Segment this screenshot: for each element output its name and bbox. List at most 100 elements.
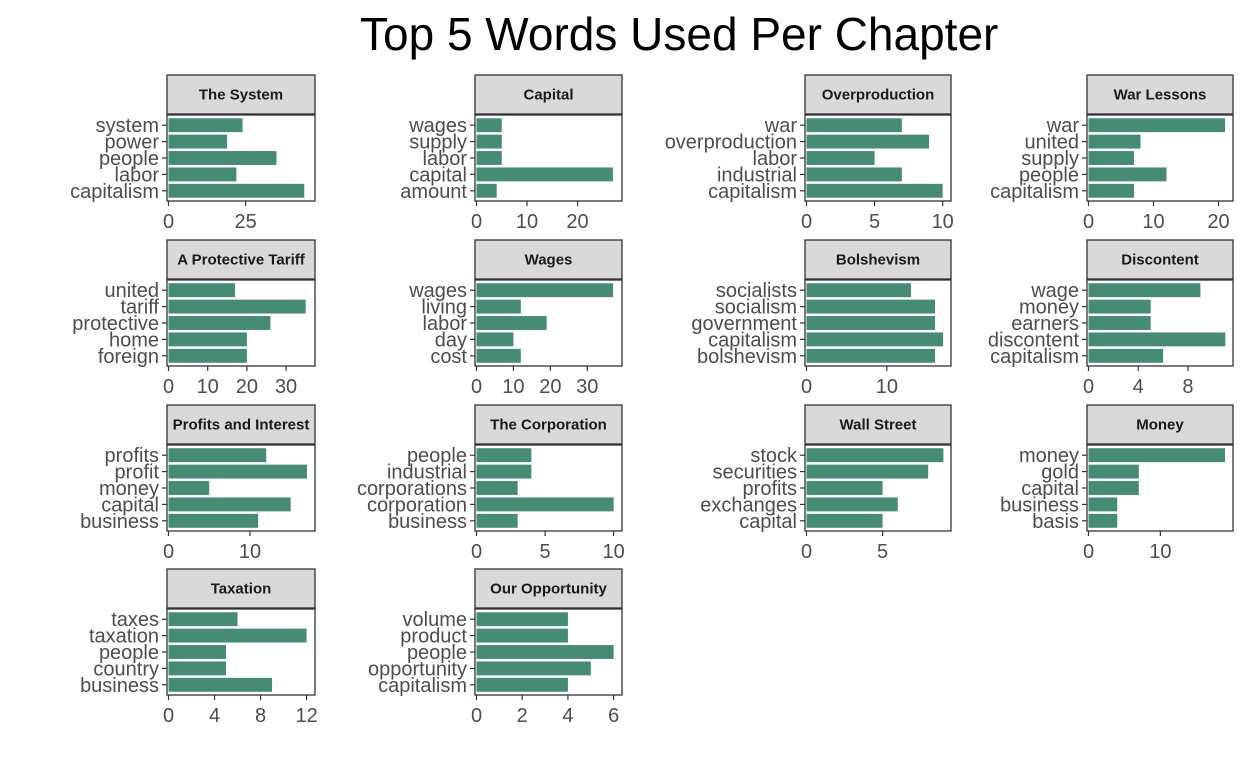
facet-strip xyxy=(474,239,623,280)
word-label: product xyxy=(400,626,467,648)
bar xyxy=(476,283,614,298)
x-tick-label: 5 xyxy=(540,541,551,563)
bar xyxy=(1088,448,1226,463)
bar xyxy=(806,118,902,133)
bar xyxy=(806,299,936,314)
word-label: labor xyxy=(115,164,160,186)
bar xyxy=(1088,118,1225,133)
panel-border xyxy=(474,279,623,367)
bar xyxy=(168,497,291,512)
x-tick-label: 0 xyxy=(801,211,812,233)
word-label: foreign xyxy=(98,346,159,368)
word-label: profits xyxy=(743,478,797,500)
bar xyxy=(476,118,502,133)
word-label: profits xyxy=(105,445,159,467)
panel-border xyxy=(474,444,623,532)
facet-title: Profits and Interest xyxy=(173,417,310,434)
bar xyxy=(476,167,613,182)
x-tick-label: 0 xyxy=(1083,211,1094,233)
bar xyxy=(476,645,614,659)
word-label: capital xyxy=(409,164,467,186)
bar xyxy=(1088,497,1118,512)
word-label: stock xyxy=(750,445,798,467)
bar xyxy=(168,612,238,627)
word-label: war xyxy=(764,115,798,137)
facet-title: A Protective Tariff xyxy=(177,252,306,269)
word-label: wage xyxy=(1030,280,1079,302)
word-label: country xyxy=(93,658,159,680)
facet-strip xyxy=(474,404,623,445)
x-tick-label: 5 xyxy=(869,211,880,233)
facet-title: Capital xyxy=(523,87,573,104)
x-tick-label: 0 xyxy=(471,376,482,398)
word-label: industrial xyxy=(387,462,467,484)
bar xyxy=(806,513,883,528)
x-tick-label: 0 xyxy=(163,376,174,398)
word-label: business xyxy=(388,511,467,533)
x-tick-label: 20 xyxy=(566,211,588,233)
word-label: socialists xyxy=(716,280,797,302)
word-label: taxation xyxy=(89,626,159,648)
bar xyxy=(476,151,502,165)
bar xyxy=(1088,183,1134,198)
bar xyxy=(476,497,614,512)
facet-title: Overproduction xyxy=(822,87,935,104)
word-label: basis xyxy=(1032,511,1079,533)
facet-strip xyxy=(474,568,623,609)
word-label: people xyxy=(407,445,467,467)
bar xyxy=(806,464,929,479)
bar xyxy=(168,677,273,692)
word-label: overproduction xyxy=(665,132,797,154)
bar xyxy=(168,464,307,479)
bar xyxy=(168,448,267,463)
word-label: taxes xyxy=(111,609,159,631)
bar xyxy=(1088,464,1139,479)
bar xyxy=(168,628,307,643)
word-label: capital xyxy=(101,494,159,516)
bar xyxy=(476,316,547,330)
word-label: labor xyxy=(423,148,468,170)
facet-strip xyxy=(804,239,952,280)
bar xyxy=(476,628,568,643)
word-label: profit xyxy=(115,462,160,484)
bar xyxy=(476,661,591,676)
x-tick-label: 20 xyxy=(236,376,258,398)
facet-panel: Our Opportunity volumeproductpeopleopport… xyxy=(368,568,623,727)
x-tick-label: 0 xyxy=(801,541,812,563)
bar xyxy=(806,316,936,330)
x-tick-label: 10 xyxy=(1149,541,1171,563)
word-label: industrial xyxy=(717,164,797,186)
word-label: capitalism xyxy=(708,329,797,351)
panel-border xyxy=(1086,114,1234,202)
word-label: wages xyxy=(408,280,467,302)
facet-title: Wall Street xyxy=(840,417,917,434)
bar xyxy=(806,151,875,165)
x-tick-label: 10 xyxy=(516,211,538,233)
word-label: business xyxy=(1000,494,1079,516)
facet-panel: Taxation taxestaxationpeoplecountrybusine… xyxy=(80,568,318,727)
word-label: gold xyxy=(1041,462,1079,484)
panel-border xyxy=(474,608,623,696)
facet-panel: Profits and Interest profitsprofitmoneyca… xyxy=(80,404,316,563)
x-tick-label: 0 xyxy=(163,541,174,563)
word-label: opportunity xyxy=(368,658,467,680)
bar xyxy=(806,481,883,495)
bar xyxy=(168,134,228,149)
facet-strip xyxy=(804,404,952,445)
bar xyxy=(1088,513,1118,528)
word-label: people xyxy=(407,642,467,664)
word-label: capital xyxy=(1021,478,1079,500)
x-tick-label: 10 xyxy=(239,541,261,563)
bar xyxy=(806,448,944,463)
word-label: bolshevism xyxy=(697,346,797,368)
word-label: capitalism xyxy=(70,181,159,203)
facet-panel: Bolshevism socialistssocialismgovernmentc… xyxy=(691,239,952,398)
word-label: socialism xyxy=(715,297,797,319)
facet-strip xyxy=(166,239,316,280)
x-tick-label: 4 xyxy=(209,705,220,727)
bar xyxy=(168,645,227,659)
word-label: labor xyxy=(753,148,798,170)
bar xyxy=(806,183,943,198)
